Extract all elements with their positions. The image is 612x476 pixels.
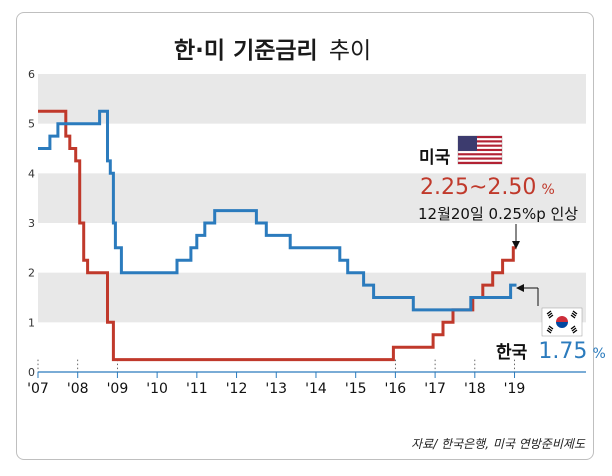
y-tick-label: 1: [28, 316, 35, 329]
y-tick-label: 6: [28, 68, 35, 81]
grid-band: [38, 74, 586, 124]
us-pointer: [512, 224, 520, 249]
x-tick-label: '18: [464, 381, 486, 397]
x-tick-label: '07: [27, 381, 49, 397]
us-note: 12월20일 0.25%p 인상: [418, 205, 578, 223]
x-tick-label: '17: [424, 381, 446, 397]
x-tick-label: '19: [504, 381, 526, 397]
y-axis: 0 1 2 3 4 5 6: [28, 68, 35, 379]
kr-rate-label: 한국 1.75 %: [496, 339, 606, 364]
x-tick-label: '11: [186, 381, 208, 397]
x-tick-label: '14: [305, 381, 327, 397]
series-line-korea: [38, 109, 517, 312]
us-flag-icon: [457, 135, 503, 165]
source-note: 자료/ 한국은행, 미국 연방준비제도: [411, 437, 586, 451]
y-tick-label: 3: [28, 217, 35, 230]
x-tick-label: '12: [226, 381, 248, 397]
korea-flag-icon: [541, 307, 583, 337]
chart-title: 한·미 기준금리 추이: [174, 38, 371, 64]
tick-guides: [37, 359, 515, 372]
grid-band: [38, 173, 586, 223]
y-tick-label: 5: [28, 118, 35, 131]
x-tick-label: '16: [385, 381, 407, 397]
x-tick-label: '08: [67, 381, 89, 397]
y-tick-label: 4: [28, 167, 35, 180]
x-tick-label: '13: [265, 381, 287, 397]
x-tick-label: '15: [345, 381, 367, 397]
us-label: 미국: [419, 148, 451, 168]
x-tick-label: '10: [146, 381, 168, 397]
kr-pointer: [516, 284, 539, 306]
series-lines: [38, 109, 517, 362]
y-tick-label: 0: [28, 366, 35, 379]
grid-bands: [38, 74, 586, 323]
y-tick-label: 2: [28, 267, 35, 280]
x-axis: '07 '08 '09 '10 '11 '12 '13 '14 '15 '16 '17 '18 '19: [27, 372, 525, 397]
series-line-us: [38, 109, 517, 362]
x-tick-label: '09: [107, 381, 129, 397]
us-rate-label: 2.25~2.50 %: [420, 175, 555, 200]
